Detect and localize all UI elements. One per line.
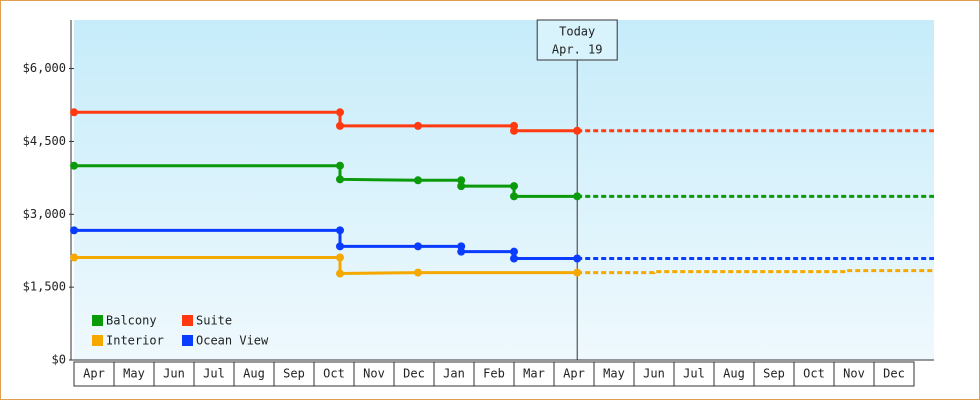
month-cell: [633, 361, 675, 387]
x-tick-label: Oct: [803, 367, 825, 381]
month-cell: [753, 361, 795, 387]
legend-swatch: [182, 335, 193, 346]
month-cell: [673, 361, 715, 387]
x-tick-label: Oct: [323, 367, 345, 381]
price-point: [414, 268, 422, 277]
month-cell: [433, 361, 475, 387]
x-tick-label: Jul: [203, 367, 225, 381]
plot-area: [74, 20, 934, 360]
month-cell: [153, 361, 195, 387]
month-cell: [353, 361, 395, 387]
price-point: [70, 226, 78, 235]
x-tick-label: Apr: [563, 367, 585, 381]
price-point: [336, 269, 344, 278]
forecast-line: [577, 269, 934, 275]
price-point: [573, 126, 582, 135]
price-point: [510, 192, 518, 201]
legend-swatch: [182, 315, 193, 326]
y-tick-label: $4,500: [23, 134, 66, 148]
price-point: [414, 242, 422, 251]
price-point: [336, 108, 344, 117]
legend-label: Suite: [196, 314, 232, 328]
x-tick-label: Dec: [883, 367, 905, 381]
month-cell: [193, 361, 235, 387]
legend-label: Balcony: [106, 314, 157, 328]
legend-label: Interior: [106, 334, 164, 348]
price-point: [510, 247, 518, 256]
price-point: [70, 253, 78, 262]
today-box: [536, 19, 618, 61]
x-tick-label: May: [123, 367, 145, 381]
price-point: [573, 192, 582, 201]
month-cell: [233, 361, 275, 387]
price-point: [336, 253, 344, 262]
price-point: [510, 182, 518, 191]
price-point: [414, 176, 422, 185]
price-point: [457, 182, 466, 191]
x-tick-label: Jul: [683, 367, 705, 381]
y-tick-label: $0: [52, 353, 66, 367]
x-tick-label: Apr: [83, 367, 105, 381]
x-tick-label: Aug: [243, 367, 265, 381]
x-tick-label: Aug: [723, 367, 745, 381]
price-point: [336, 242, 344, 251]
x-tick-label: Jun: [643, 367, 665, 381]
x-tick-label: Feb: [483, 367, 505, 381]
x-tick-label: Nov: [843, 367, 865, 381]
price-point: [573, 254, 582, 263]
x-tick-label: Nov: [363, 367, 385, 381]
y-tick-label: $1,500: [23, 280, 66, 294]
price-point: [336, 121, 344, 130]
legend-label: Ocean View: [196, 334, 269, 348]
price-point: [336, 161, 344, 170]
legend-swatch: [92, 335, 103, 346]
legend-swatch: [92, 315, 103, 326]
x-tick-label: Sep: [763, 367, 785, 381]
x-tick-label: Sep: [283, 367, 305, 381]
today-label: Today: [559, 25, 595, 39]
price-point: [457, 247, 466, 256]
price-point: [457, 176, 466, 185]
price-point: [70, 108, 78, 117]
price-point: [414, 121, 422, 130]
x-tick-label: Jan: [443, 367, 465, 381]
today-label: Apr. 19: [552, 43, 603, 57]
month-cell: [873, 361, 915, 387]
month-cell: [513, 361, 555, 387]
x-tick-label: May: [603, 367, 625, 381]
x-tick-label: Jun: [163, 367, 185, 381]
month-cell: [793, 361, 835, 387]
month-cell: [833, 361, 875, 387]
month-cell: [73, 361, 115, 387]
price-point: [510, 254, 518, 263]
y-tick-label: $3,000: [23, 207, 66, 221]
x-tick-label: Mar: [523, 367, 545, 381]
y-tick-label: $6,000: [23, 61, 66, 75]
price-point: [336, 226, 344, 235]
price-point: [336, 175, 344, 184]
price-point: [70, 161, 78, 170]
x-tick-label: Dec: [403, 367, 425, 381]
month-cell: [553, 361, 595, 387]
month-cell: [113, 361, 155, 387]
price-point: [510, 126, 518, 135]
price-point: [573, 268, 582, 277]
